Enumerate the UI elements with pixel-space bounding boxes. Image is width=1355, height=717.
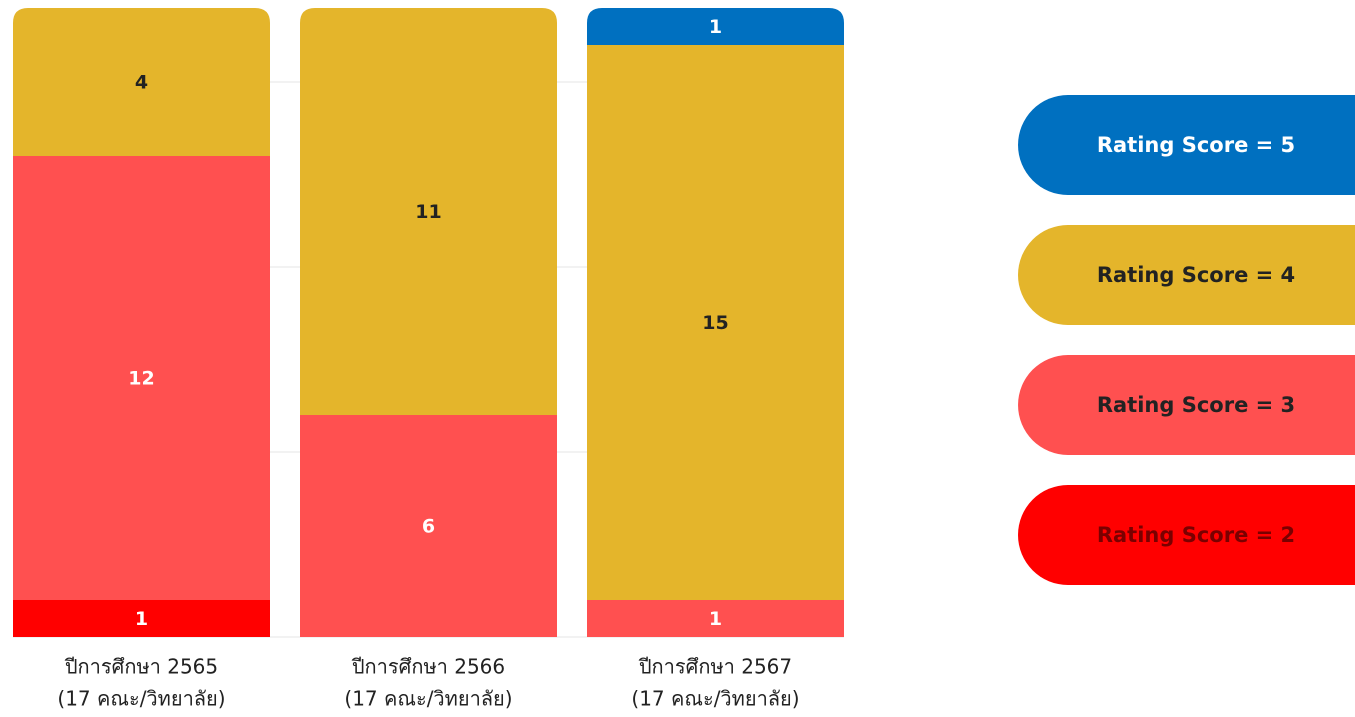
x-tick-label: ปีการศึกษา 2567 — [639, 655, 793, 679]
x-tick-label: ปีการศึกษา 2566 — [352, 655, 506, 679]
legend-swatch — [1018, 355, 1355, 455]
data-label: 6 — [422, 516, 435, 538]
bar-segment — [300, 415, 557, 637]
legend-label: Rating Score = 3 — [1097, 393, 1295, 417]
legend-label: Rating Score = 4 — [1097, 263, 1295, 287]
bar-segment — [587, 8, 844, 45]
data-label: 1 — [709, 16, 722, 38]
x-tick-label: ปีการศึกษา 2565 — [65, 655, 219, 679]
data-label: 12 — [128, 368, 154, 390]
bar-segment — [587, 600, 844, 637]
x-tick-label: (17 คณะ/วิทยาลัย) — [57, 687, 225, 711]
x-tick-label: (17 คณะ/วิทยาลัย) — [344, 687, 512, 711]
bar-segment — [13, 156, 270, 600]
data-label: 11 — [415, 201, 441, 223]
legend-swatch — [1018, 225, 1355, 325]
bar-segment — [587, 45, 844, 600]
legend-label: Rating Score = 5 — [1097, 133, 1295, 157]
data-label: 15 — [702, 312, 728, 334]
x-tick-label: (17 คณะ/วิทยาลัย) — [631, 687, 799, 711]
bar-segment — [13, 600, 270, 637]
bar-segment — [300, 8, 557, 415]
legend-label: Rating Score = 2 — [1097, 523, 1295, 547]
data-label: 1 — [709, 608, 722, 630]
bar-segment — [13, 8, 270, 156]
legend-swatch — [1018, 95, 1355, 195]
data-label: 4 — [135, 72, 148, 94]
legend-swatch — [1018, 485, 1355, 585]
data-label: 1 — [135, 608, 148, 630]
